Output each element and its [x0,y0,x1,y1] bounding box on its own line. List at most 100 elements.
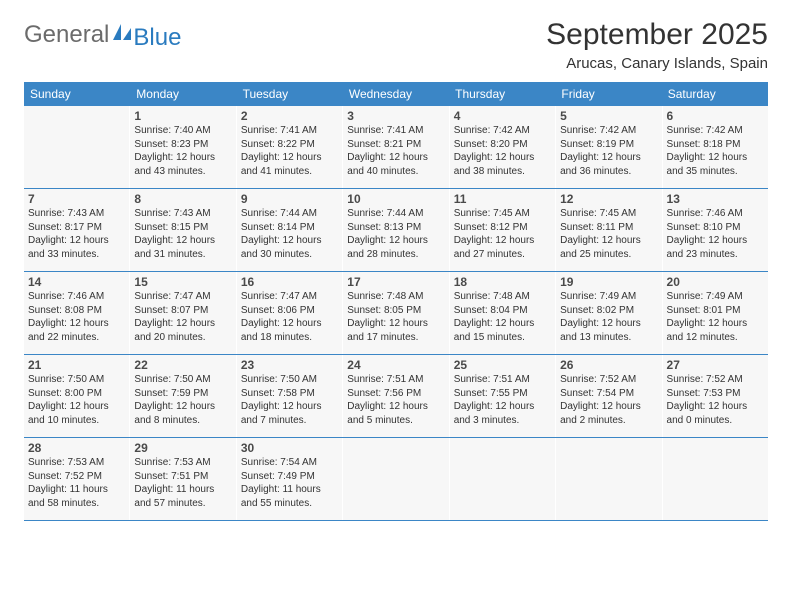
day-cell: 21Sunrise: 7:50 AMSunset: 8:00 PMDayligh… [24,355,130,437]
daylight-line: Daylight: 12 hours and 38 minutes. [454,151,551,178]
day-cell: 2Sunrise: 7:41 AMSunset: 8:22 PMDaylight… [237,106,343,188]
sunrise-line: Sunrise: 7:50 AM [134,373,231,387]
day-number: 5 [560,109,657,123]
sunrise-line: Sunrise: 7:53 AM [28,456,125,470]
day-cell: 8Sunrise: 7:43 AMSunset: 8:15 PMDaylight… [130,189,236,271]
daylight-line: Daylight: 12 hours and 8 minutes. [134,400,231,427]
sunset-line: Sunset: 7:58 PM [241,387,338,401]
empty-cell [24,106,130,188]
sunrise-line: Sunrise: 7:48 AM [347,290,444,304]
sunset-line: Sunset: 8:20 PM [454,138,551,152]
sunrise-line: Sunrise: 7:54 AM [241,456,338,470]
daylight-line: Daylight: 12 hours and 3 minutes. [454,400,551,427]
day-cell: 30Sunrise: 7:54 AMSunset: 7:49 PMDayligh… [237,438,343,520]
sunset-line: Sunset: 8:13 PM [347,221,444,235]
sunset-line: Sunset: 8:07 PM [134,304,231,318]
sunset-line: Sunset: 8:21 PM [347,138,444,152]
day-cell: 24Sunrise: 7:51 AMSunset: 7:56 PMDayligh… [343,355,449,437]
day-number: 6 [667,109,764,123]
daylight-line: Daylight: 12 hours and 25 minutes. [560,234,657,261]
day-cell: 29Sunrise: 7:53 AMSunset: 7:51 PMDayligh… [130,438,236,520]
daylight-line: Daylight: 12 hours and 13 minutes. [560,317,657,344]
day-number: 17 [347,275,444,289]
daylight-line: Daylight: 12 hours and 41 minutes. [241,151,338,178]
daylight-line: Daylight: 12 hours and 2 minutes. [560,400,657,427]
day-cell: 7Sunrise: 7:43 AMSunset: 8:17 PMDaylight… [24,189,130,271]
sunset-line: Sunset: 8:00 PM [28,387,125,401]
daylight-line: Daylight: 12 hours and 5 minutes. [347,400,444,427]
day-cell: 12Sunrise: 7:45 AMSunset: 8:11 PMDayligh… [556,189,662,271]
day-header: Monday [130,82,236,106]
week-row: 21Sunrise: 7:50 AMSunset: 8:00 PMDayligh… [24,355,768,438]
sunset-line: Sunset: 8:19 PM [560,138,657,152]
day-cell: 4Sunrise: 7:42 AMSunset: 8:20 PMDaylight… [450,106,556,188]
day-cell: 11Sunrise: 7:45 AMSunset: 8:12 PMDayligh… [450,189,556,271]
day-header: Wednesday [343,82,449,106]
sunrise-line: Sunrise: 7:46 AM [28,290,125,304]
daylight-line: Daylight: 11 hours and 58 minutes. [28,483,125,510]
day-number: 21 [28,358,125,372]
day-cell: 26Sunrise: 7:52 AMSunset: 7:54 PMDayligh… [556,355,662,437]
sunset-line: Sunset: 7:56 PM [347,387,444,401]
day-cell: 25Sunrise: 7:51 AMSunset: 7:55 PMDayligh… [450,355,556,437]
sunrise-line: Sunrise: 7:50 AM [241,373,338,387]
empty-cell [450,438,556,520]
sunrise-line: Sunrise: 7:42 AM [560,124,657,138]
sunset-line: Sunset: 8:05 PM [347,304,444,318]
day-number: 10 [347,192,444,206]
day-number: 16 [241,275,338,289]
daylight-line: Daylight: 12 hours and 27 minutes. [454,234,551,261]
calendar-page: General Blue September 2025 Arucas, Cana… [0,0,792,539]
sunset-line: Sunset: 7:51 PM [134,470,231,484]
sunrise-line: Sunrise: 7:43 AM [134,207,231,221]
sunset-line: Sunset: 8:08 PM [28,304,125,318]
day-number: 28 [28,441,125,455]
sunrise-line: Sunrise: 7:44 AM [241,207,338,221]
day-cell: 16Sunrise: 7:47 AMSunset: 8:06 PMDayligh… [237,272,343,354]
sunrise-line: Sunrise: 7:43 AM [28,207,125,221]
day-cell: 19Sunrise: 7:49 AMSunset: 8:02 PMDayligh… [556,272,662,354]
sunrise-line: Sunrise: 7:52 AM [560,373,657,387]
sunrise-line: Sunrise: 7:48 AM [454,290,551,304]
logo: General Blue [24,18,181,52]
daylight-line: Daylight: 12 hours and 17 minutes. [347,317,444,344]
daylight-line: Daylight: 12 hours and 33 minutes. [28,234,125,261]
sunset-line: Sunset: 8:23 PM [134,138,231,152]
sunset-line: Sunset: 8:14 PM [241,221,338,235]
daylight-line: Daylight: 12 hours and 43 minutes. [134,151,231,178]
week-row: 7Sunrise: 7:43 AMSunset: 8:17 PMDaylight… [24,189,768,272]
day-number: 29 [134,441,231,455]
logo-blue: Blue [133,24,181,52]
sunset-line: Sunset: 7:59 PM [134,387,231,401]
sunrise-line: Sunrise: 7:50 AM [28,373,125,387]
title-block: September 2025 Arucas, Canary Islands, S… [546,18,768,72]
day-number: 11 [454,192,551,206]
day-header: Tuesday [237,82,343,106]
weeks-container: 1Sunrise: 7:40 AMSunset: 8:23 PMDaylight… [24,106,768,521]
sunrise-line: Sunrise: 7:44 AM [347,207,444,221]
sunset-line: Sunset: 7:53 PM [667,387,764,401]
day-cell: 6Sunrise: 7:42 AMSunset: 8:18 PMDaylight… [663,106,768,188]
sunset-line: Sunset: 7:54 PM [560,387,657,401]
month-title: September 2025 [546,18,768,51]
daylight-line: Daylight: 12 hours and 0 minutes. [667,400,764,427]
daylight-line: Daylight: 12 hours and 18 minutes. [241,317,338,344]
day-header: Friday [555,82,661,106]
day-number: 23 [241,358,338,372]
header: General Blue September 2025 Arucas, Cana… [24,18,768,72]
sunrise-line: Sunrise: 7:46 AM [667,207,764,221]
day-number: 26 [560,358,657,372]
day-cell: 22Sunrise: 7:50 AMSunset: 7:59 PMDayligh… [130,355,236,437]
sunset-line: Sunset: 7:52 PM [28,470,125,484]
sunrise-line: Sunrise: 7:49 AM [560,290,657,304]
sunset-line: Sunset: 8:01 PM [667,304,764,318]
sunset-line: Sunset: 7:55 PM [454,387,551,401]
sunset-line: Sunset: 8:06 PM [241,304,338,318]
day-number: 1 [134,109,231,123]
sunrise-line: Sunrise: 7:45 AM [454,207,551,221]
day-cell: 14Sunrise: 7:46 AMSunset: 8:08 PMDayligh… [24,272,130,354]
day-number: 7 [28,192,125,206]
sunset-line: Sunset: 7:49 PM [241,470,338,484]
day-number: 25 [454,358,551,372]
daylight-line: Daylight: 12 hours and 20 minutes. [134,317,231,344]
